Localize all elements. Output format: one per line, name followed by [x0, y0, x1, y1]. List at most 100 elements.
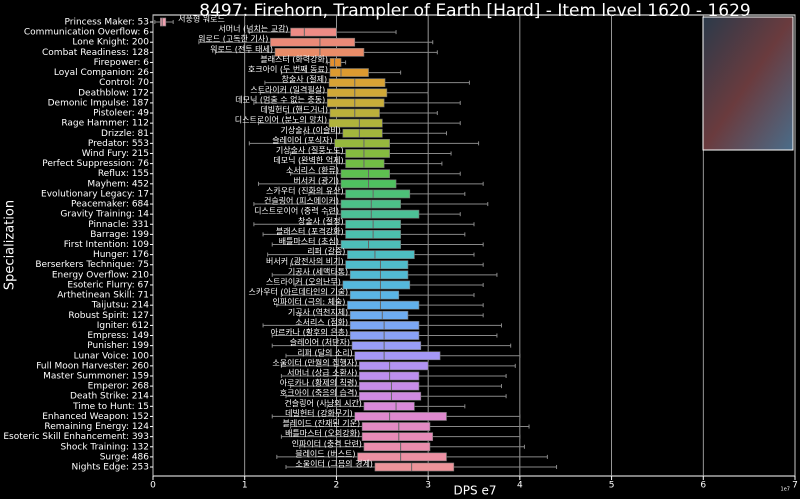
y-tick-label: Drizzle: 81	[101, 129, 149, 139]
box	[363, 442, 431, 452]
y-tick-label: Pistoleer: 49	[93, 109, 149, 119]
annotation: 서머너 (넘치는 교감)	[218, 24, 288, 34]
annotation: 배틀마스터 (오의강화)	[285, 428, 360, 438]
annotation: 호크아이 (두 번째 동료)	[248, 64, 328, 74]
y-tick-label: Arthetinean Skill: 71	[57, 291, 149, 301]
annotation: 소울이터 (그믐의 경계)	[295, 459, 373, 469]
x-tick-label: 6	[700, 481, 706, 491]
box	[326, 98, 385, 108]
box	[270, 37, 356, 47]
y-tick-label: Enhanced Weapon: 152	[42, 412, 149, 422]
x-axis-label: DPS e7	[454, 484, 497, 498]
box	[354, 412, 447, 421]
annotation: 스트라이커 (일격필살)	[250, 84, 325, 94]
box	[328, 78, 386, 88]
annotation: 데빌헌터 (강화무기)	[285, 408, 353, 418]
box	[347, 250, 415, 259]
y-tick-label: Empress: 149	[87, 331, 149, 341]
annotation: 기공사 (세맥타통)	[288, 266, 348, 276]
y-tick-label: Mayhem: 452	[87, 179, 149, 189]
box	[345, 260, 409, 270]
x-tick-label: 4	[517, 481, 523, 491]
annotation: 스트라이커 (오의난무)	[266, 276, 341, 286]
y-tick-label: Princess Maker: 53	[65, 18, 150, 28]
annotation: 리퍼 (달의 소리)	[297, 347, 353, 357]
annotation: 창술사 (절정)	[298, 216, 344, 226]
box	[342, 128, 383, 138]
box	[359, 381, 420, 391]
box	[374, 462, 455, 472]
annotation: 서머너 (상급 소환사)	[287, 367, 357, 377]
y-tick-label: Combat Readiness: 128	[42, 48, 149, 58]
y-tick-label: Master Summoner: 159	[43, 371, 149, 381]
y-tick-label: Emperor: 268	[88, 382, 150, 392]
annotation: 스카우터 (아르데타인의 기술)	[249, 287, 349, 297]
y-tick-label: Surge: 486	[100, 452, 150, 462]
annotation: 리퍼 (갈증)	[307, 247, 345, 256]
annotation: 소서리스 (점화)	[295, 317, 348, 327]
box	[326, 88, 388, 98]
y-tick-label: Pinnacle: 331	[88, 220, 149, 230]
annotation: 아르카나 (황제의 칙령)	[280, 378, 358, 388]
annotation: 인파이터 (극의: 체술)	[273, 297, 346, 307]
y-tick-label: Deathblow: 172	[78, 88, 149, 98]
annotation: 인파이터 (충격 단련)	[292, 438, 362, 448]
annotation: 워로드 (전투 태세)	[210, 44, 273, 54]
box	[347, 300, 420, 310]
annotation: 워로드 (고독한 기사)	[198, 35, 268, 44]
box	[363, 401, 415, 411]
annotation: 호크아이 (죽음의 습격)	[280, 388, 358, 398]
annotation: 건슬링어 (피스메이커)	[264, 196, 339, 206]
box	[361, 432, 434, 442]
plot-area: 0 1 2 3 4 5 6 7 Princess Maker: 53 서풍형 워로드 Communi…	[3, 14, 798, 491]
box	[354, 351, 441, 361]
annotation: 소서리스 (환류)	[286, 165, 339, 175]
annotation: 디스트로이어 (중력 수련)	[254, 206, 339, 216]
annotation: 데빌헌터 (핸드거너)	[260, 105, 328, 115]
x-tick-label: 7	[792, 481, 798, 491]
annotation: 데모닉 (완벽한 억제)	[273, 155, 343, 165]
x-tick-label: 3	[425, 481, 431, 491]
chart-title: 8497: Firehorn, Trampler of Earth [Hard]…	[199, 1, 750, 21]
box	[160, 17, 167, 27]
y-tick-label: Remaining Energy: 124	[44, 422, 149, 432]
box	[340, 169, 390, 179]
y-tick-label: Energy Overflow: 210	[52, 270, 149, 280]
y-tick-label: Control: 70	[99, 78, 149, 88]
y-tick-label: Igniter: 612	[97, 321, 149, 331]
y-tick-label: Esoteric Skill Enhancement: 393	[3, 432, 149, 442]
annotation: 슬레이어 (처단자)	[290, 337, 350, 347]
box	[340, 240, 401, 249]
annotation: 건슬링어 (사냥의 시간)	[284, 398, 362, 408]
y-tick-label: Wind Fury: 215	[82, 149, 149, 159]
y-tick-label: Hunger: 176	[93, 250, 149, 260]
box	[349, 290, 400, 300]
box	[361, 422, 431, 431]
y-tick-label: Esoteric Flurry: 67	[67, 280, 149, 290]
y-tick-label: Rage Hammer: 112	[61, 119, 149, 129]
y-tick-label: Firepower: 6	[94, 58, 150, 68]
annotation: 아르카나 (황후의 은총)	[271, 327, 349, 337]
y-tick-label: Shock Training: 132	[60, 442, 149, 452]
offset-label: 1e7	[781, 487, 790, 493]
annotation: 기공사 (역천지체)	[288, 307, 348, 317]
y-tick-label: First Intention: 109	[64, 240, 150, 250]
annotation: 슬레이어 (포식자)	[272, 135, 332, 145]
annotation: 버서커 (광기)	[293, 175, 339, 185]
y-tick-label: Barrage: 199	[90, 230, 149, 240]
box	[359, 361, 429, 371]
box	[345, 159, 385, 168]
y-tick-label: Full Moon Harvester: 260	[36, 361, 149, 371]
box	[359, 391, 422, 401]
x-tick-label: 2	[334, 481, 340, 491]
annotation: 블래스터 (화력강화)	[260, 54, 328, 64]
box	[349, 310, 409, 320]
y-tick-label: Nights Edge: 253	[72, 463, 149, 473]
annotation: 소울이터 (만월의 집행자)	[272, 357, 357, 367]
y-tick-label: Time to Hunt: 15	[72, 402, 149, 412]
annotation: 스카우터 (진화의 유산)	[266, 185, 344, 195]
y-tick-label: Lone Knight: 200	[72, 38, 149, 48]
boss-image	[702, 16, 794, 151]
annotation: 창술사 (절제)	[281, 74, 327, 84]
